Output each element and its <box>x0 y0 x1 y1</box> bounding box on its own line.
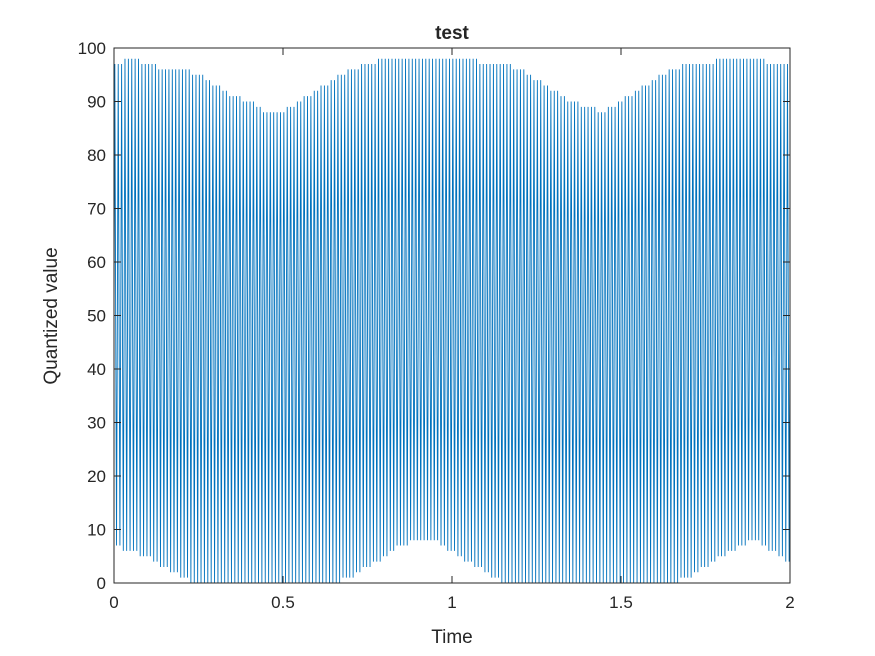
x-tick-label: 0 <box>109 593 118 612</box>
y-tick-label: 0 <box>97 574 106 593</box>
x-axis-label: Time <box>431 627 473 648</box>
x-tick-label: 1 <box>447 593 456 612</box>
y-tick-label: 10 <box>87 521 106 540</box>
y-tick-label: 100 <box>78 39 106 58</box>
y-tick-label: 90 <box>87 93 106 112</box>
y-tick-label: 40 <box>87 360 106 379</box>
x-tick-label: 0.5 <box>271 593 295 612</box>
series-line <box>113 58 791 584</box>
y-tick-label: 30 <box>87 414 106 433</box>
y-tick-label: 80 <box>87 146 106 165</box>
y-tick-label: 50 <box>87 307 106 326</box>
series-layer <box>113 58 791 584</box>
x-tick-label: 2 <box>785 593 794 612</box>
y-tick-label: 70 <box>87 200 106 219</box>
y-axis-label: Quantized value <box>41 247 62 384</box>
axes-box <box>113 47 791 584</box>
chart-title: test <box>435 23 469 44</box>
y-tick-label: 60 <box>87 253 106 272</box>
y-tick-label: 20 <box>87 467 106 486</box>
x-tick-label: 1.5 <box>609 593 633 612</box>
